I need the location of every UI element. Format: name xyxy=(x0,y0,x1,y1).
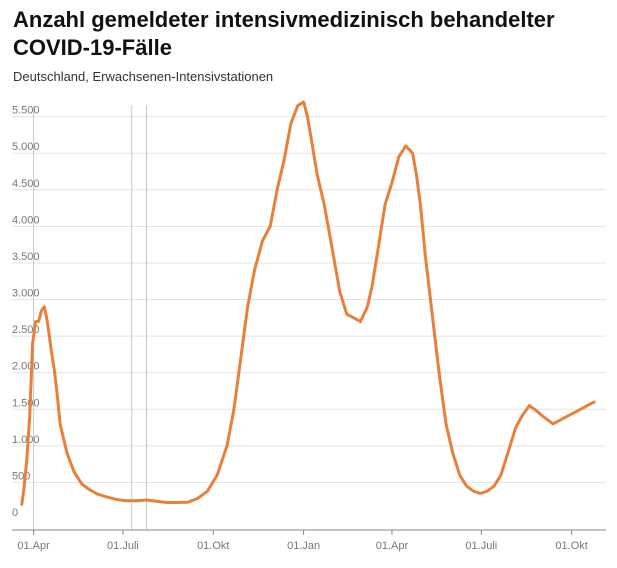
x-tick-labels: 01.Apr 01.Juli 01.Okt 01.Jan 01.Apr 01.Juli 01… xyxy=(17,530,588,552)
y-tick-label: 3.500 xyxy=(12,251,40,263)
x-tick-label: 01.Juli xyxy=(465,540,497,552)
y-tick-label: 0 xyxy=(12,507,18,519)
series-line xyxy=(20,100,596,506)
y-tick-label: 3.000 xyxy=(12,288,40,300)
chart-subtitle: Deutschland, Erwachsenen-Intensivstation… xyxy=(13,69,274,84)
y-tick-label: 1.500 xyxy=(12,397,40,409)
x-tick-label: 01.Juli xyxy=(107,540,139,552)
y-tick-label: 2.000 xyxy=(12,361,40,373)
x-tick-label: 01.Jan xyxy=(287,540,320,552)
y-tick-label: 500 xyxy=(12,470,30,482)
y-tick-label: 1.000 xyxy=(12,434,40,446)
x-tick-label: 01.Okt xyxy=(197,540,229,552)
chart-title: Anzahl gemeldeter intensivmedizinisch be… xyxy=(13,7,555,60)
y-tick-label: 5.500 xyxy=(12,105,40,117)
y-tick-label: 4.000 xyxy=(12,214,40,226)
x-tick-label: 01.Okt xyxy=(555,540,587,552)
x-tick-label: 01.Apr xyxy=(376,540,409,552)
reference-lines xyxy=(33,105,148,530)
x-tick-label: 01.Apr xyxy=(17,540,50,552)
y-tick-label: 5.000 xyxy=(12,141,40,153)
y-tick-label: 4.500 xyxy=(12,178,40,190)
